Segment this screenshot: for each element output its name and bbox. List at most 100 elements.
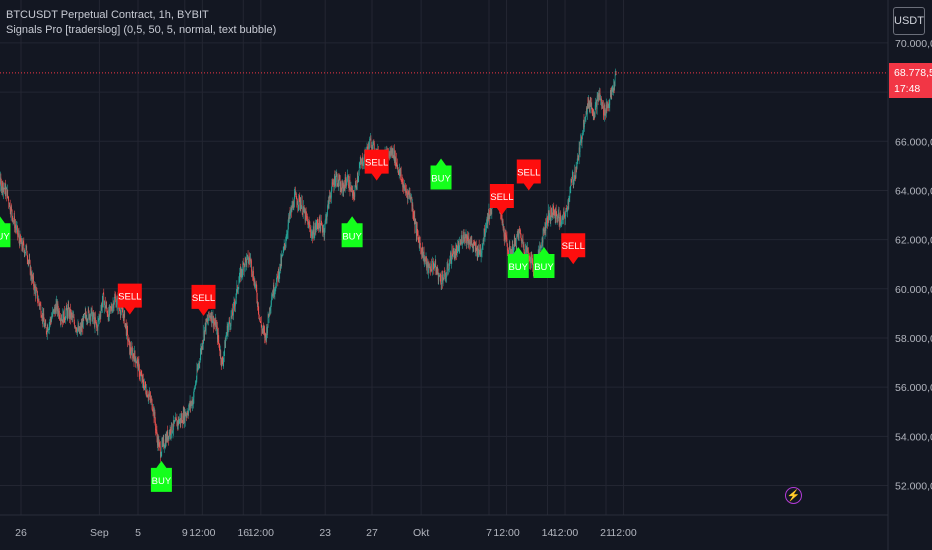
candle-body xyxy=(75,326,76,329)
candle-body xyxy=(264,333,266,338)
candle-body xyxy=(213,315,214,327)
candle-body xyxy=(504,232,506,241)
candle-body xyxy=(98,318,99,322)
candle-body xyxy=(417,232,419,234)
candle-body xyxy=(148,395,149,399)
candle-body xyxy=(109,307,110,316)
candle-body xyxy=(104,300,106,304)
signal-bubble xyxy=(150,460,172,492)
candle-body xyxy=(215,320,216,325)
candle-body xyxy=(14,216,15,229)
candle-body xyxy=(403,184,404,191)
symbol-title[interactable]: BTCUSDT Perpetual Contract, 1h, BYBIT xyxy=(6,9,209,21)
candle-body xyxy=(441,274,443,277)
candle-body xyxy=(598,93,599,101)
candle-body xyxy=(414,223,416,228)
candle-body xyxy=(363,155,365,164)
price-tick-label: 54.000,0 xyxy=(895,431,932,443)
candle-body xyxy=(469,243,471,245)
candle-body xyxy=(461,236,463,244)
candle-body xyxy=(530,257,531,264)
candle-body xyxy=(304,210,305,213)
candle-body xyxy=(81,324,83,328)
candle-body xyxy=(610,93,612,97)
candle-body xyxy=(356,183,357,187)
candle-body xyxy=(219,350,221,354)
candle-body xyxy=(538,250,539,256)
candle-body xyxy=(502,220,504,228)
candle-body xyxy=(524,253,526,255)
candle-body xyxy=(278,270,280,279)
candle-body xyxy=(582,133,584,134)
candle-body xyxy=(273,284,275,295)
candle-body xyxy=(451,259,452,264)
candle-body xyxy=(593,112,595,115)
candle-body xyxy=(31,274,33,282)
candle-body xyxy=(151,398,152,400)
candle-body xyxy=(318,225,320,229)
candle-body xyxy=(206,319,208,322)
candle-body xyxy=(247,254,248,256)
candle-body xyxy=(500,213,502,215)
candle-body xyxy=(243,264,244,271)
candle-body xyxy=(102,293,104,295)
candle-body xyxy=(443,278,444,280)
candle-body xyxy=(601,98,602,106)
candle-body xyxy=(321,223,322,225)
candle-body xyxy=(302,213,303,215)
currency-button[interactable]: USDT xyxy=(893,7,925,35)
candle-body xyxy=(597,94,598,97)
candle-body xyxy=(147,396,148,398)
candle-body xyxy=(347,175,349,177)
candle-body xyxy=(16,226,17,230)
candle-body xyxy=(105,307,107,309)
candle-body xyxy=(335,181,336,186)
candle-body xyxy=(170,434,172,436)
candle-body xyxy=(166,431,168,441)
candle-body xyxy=(568,201,569,205)
candle-body xyxy=(252,274,253,276)
candle-body xyxy=(33,286,35,291)
signal-bubble xyxy=(561,233,586,265)
candle-body xyxy=(51,317,52,322)
candle-body xyxy=(559,222,560,225)
candle-body xyxy=(114,296,116,298)
candle-body xyxy=(222,361,224,363)
candle-body xyxy=(296,193,297,199)
candle-body xyxy=(278,270,279,281)
signals: BUY SELL BUY SELL BUY SELL BUY SELL BUY SELL BUY SE… xyxy=(0,149,586,492)
candle-body xyxy=(233,302,235,304)
candle-body xyxy=(209,315,211,318)
candle-body xyxy=(123,311,125,313)
candle-body xyxy=(254,280,255,285)
candle-body xyxy=(520,233,521,235)
candle-body xyxy=(68,309,70,317)
candle-body xyxy=(80,326,82,331)
candle-body xyxy=(7,189,9,197)
candle-body xyxy=(513,244,515,253)
candle-body xyxy=(24,252,26,253)
candle-body xyxy=(135,357,136,363)
candle-body xyxy=(131,347,133,350)
lightning-icon[interactable]: ⚡ xyxy=(785,487,802,504)
candle-body xyxy=(420,248,422,250)
candle-body xyxy=(322,230,324,233)
candle-body xyxy=(65,307,67,313)
candle-body xyxy=(246,257,247,266)
candle-body xyxy=(13,220,14,222)
candle-body xyxy=(50,318,51,321)
candle-body xyxy=(481,253,482,255)
candle-body xyxy=(335,175,337,182)
candle-body xyxy=(434,265,436,267)
candle-body xyxy=(135,362,137,363)
candle-body xyxy=(124,311,126,326)
candle-body xyxy=(176,419,177,421)
signal-bubble xyxy=(117,283,142,315)
indicator-title[interactable]: Signals Pro [traderslog] (0,5, 50, 5, no… xyxy=(6,24,277,36)
candle-body xyxy=(581,139,583,143)
candle-body xyxy=(546,216,548,221)
candle-body xyxy=(203,331,205,341)
candle-body xyxy=(171,422,173,433)
